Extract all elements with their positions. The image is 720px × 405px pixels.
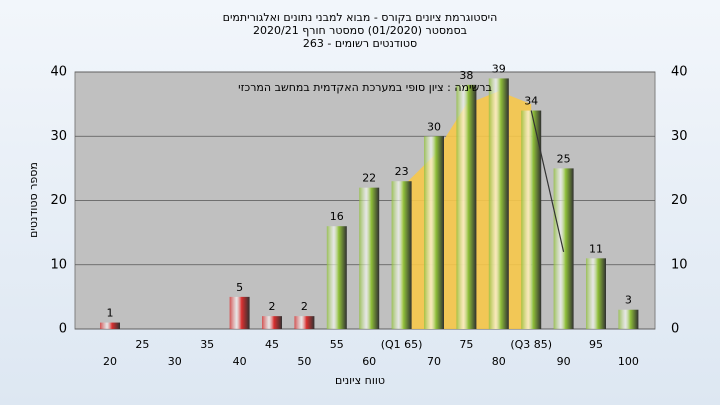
chart-title: היסטוגרמת ציונים בקורס - מבוא למבני נתונ… xyxy=(223,11,498,24)
y-tick-label: 30 xyxy=(671,129,688,144)
y-tick-label: 30 xyxy=(50,129,67,144)
x-tick-label: (Q1 65) xyxy=(381,338,423,351)
y-tick-label: 0 xyxy=(59,322,67,337)
chart-subtitle: סטודנטים רשומים - 263 xyxy=(303,37,417,50)
bar xyxy=(424,136,444,329)
x-tick-label: 30 xyxy=(168,355,182,368)
x-tick-label: 50 xyxy=(297,355,311,368)
value-label: 2 xyxy=(301,300,308,313)
value-label: 25 xyxy=(557,152,571,165)
x-axis-label: טווח ציונים xyxy=(335,374,385,387)
y-tick-label: 20 xyxy=(50,193,67,208)
value-label: 22 xyxy=(362,172,376,185)
value-label: 2 xyxy=(269,300,276,313)
value-label: 1 xyxy=(107,307,114,320)
x-tick-label: 35 xyxy=(200,338,214,351)
value-label: 3 xyxy=(625,294,632,307)
line xyxy=(530,110,565,253)
bar xyxy=(326,226,347,329)
y-tick-label: 20 xyxy=(671,193,688,208)
y-tick-label: 10 xyxy=(50,257,67,272)
x-tick-label: 75 xyxy=(459,338,473,351)
x-tick-label: 80 xyxy=(492,355,506,368)
bar xyxy=(391,181,412,329)
value-label: 16 xyxy=(330,210,344,223)
bar xyxy=(586,258,606,329)
chart-subtitle: בסמסטר (01/2020) סמסטר חורף 2020/21 xyxy=(253,24,467,37)
bar xyxy=(553,168,574,329)
value-label: 30 xyxy=(427,120,441,133)
bar xyxy=(262,316,282,329)
x-tick-label: 90 xyxy=(557,355,571,368)
x-tick-label: 45 xyxy=(265,338,279,351)
value-label: 34 xyxy=(524,95,538,108)
x-tick-label: (Q3 85) xyxy=(510,338,552,351)
value-label: 23 xyxy=(395,165,409,178)
x-tick-label: 100 xyxy=(618,355,639,368)
value-label: 39 xyxy=(492,62,506,75)
x-tick-label: 60 xyxy=(362,355,376,368)
y-axis-label: מספר סטודנטים xyxy=(27,162,40,238)
bar xyxy=(229,296,250,329)
y-tick-label: 40 xyxy=(671,65,688,80)
value-label: 5 xyxy=(236,281,243,294)
value-label: 11 xyxy=(589,242,603,255)
x-tick-label: 25 xyxy=(135,338,149,351)
bar xyxy=(521,110,542,329)
bar xyxy=(359,187,380,329)
y-tick-label: 10 xyxy=(671,257,688,272)
x-tick-label: 40 xyxy=(233,355,247,368)
value-label: 38 xyxy=(459,69,473,82)
y-tick-label: 0 xyxy=(671,322,679,337)
bar xyxy=(100,322,120,329)
bar xyxy=(294,316,315,329)
x-tick-label: 95 xyxy=(589,338,603,351)
bar xyxy=(618,309,639,329)
x-tick-label: 70 xyxy=(427,355,441,368)
x-tick-label: 20 xyxy=(103,355,117,368)
x-tick-label: 55 xyxy=(330,338,344,351)
bar xyxy=(488,78,509,329)
bar xyxy=(456,84,477,329)
annotation: ברשימה : ציון סופי במערכת האקדמית במחשב … xyxy=(238,81,492,94)
y-tick-label: 40 xyxy=(50,65,67,80)
